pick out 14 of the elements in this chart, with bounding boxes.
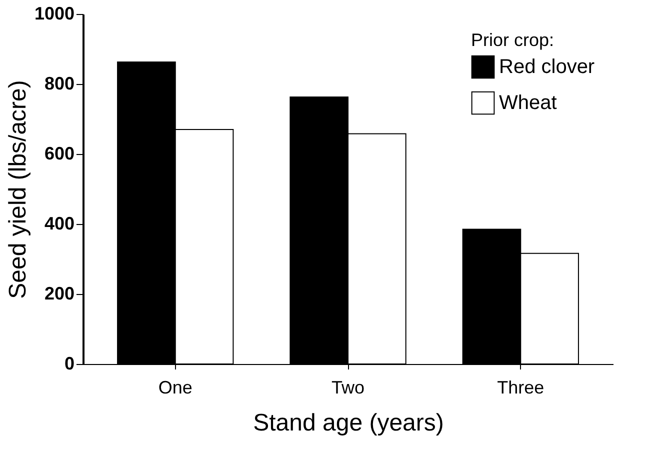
y-tick-label: 0 — [64, 354, 74, 374]
y-tick-label: 800 — [44, 74, 74, 94]
y-tick-label: 1000 — [34, 4, 74, 24]
x-tick-label: Three — [497, 378, 544, 398]
y-axis-title: Seed yield (lbs/acre) — [4, 80, 32, 299]
y-tick-label: 400 — [44, 214, 74, 234]
x-axis-title: Stand age (years) — [253, 410, 444, 436]
legend-title: Prior crop: — [471, 30, 554, 50]
y-tick-label: 600 — [44, 144, 74, 164]
legend-label: Red clover — [499, 56, 595, 78]
x-tick-label: Two — [331, 378, 365, 398]
y-tick-label: 200 — [44, 284, 74, 304]
x-tick-label: One — [158, 378, 192, 398]
legend-label: Wheat — [499, 92, 558, 114]
